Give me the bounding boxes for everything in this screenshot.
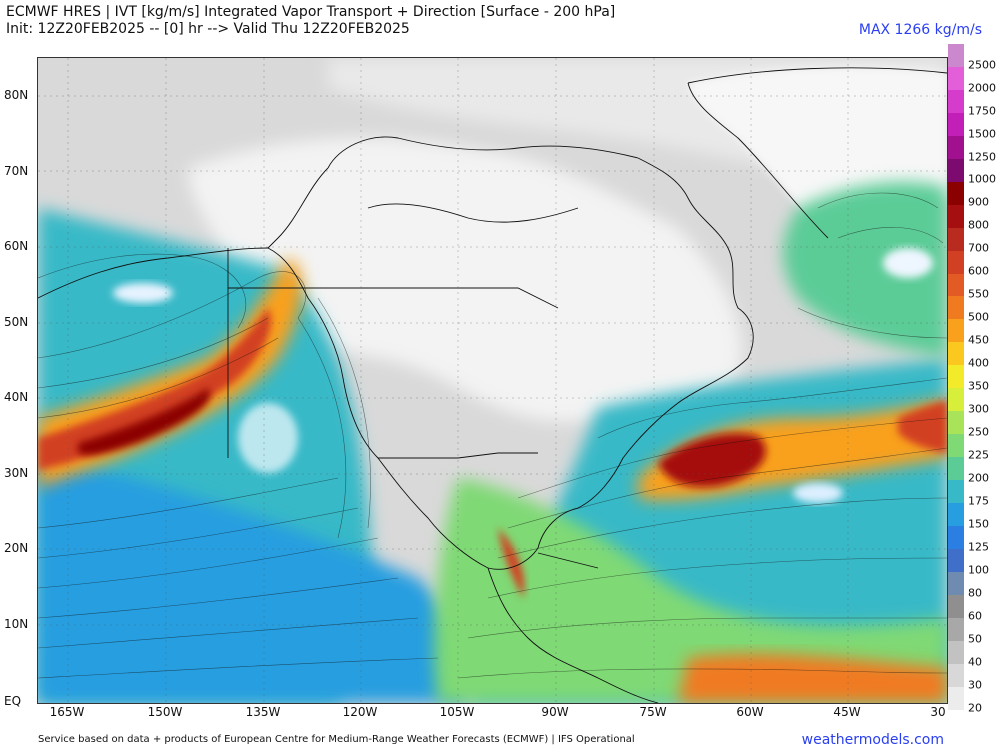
lon-label-60w: 60W [736,705,764,719]
colorbar-swatch [948,365,964,389]
colorbar-swatch [948,686,964,710]
colorbar-swatch [948,89,964,113]
colorbar-label: 300 [968,402,989,416]
lon-label-30: 30 [930,705,946,719]
dry-continent-region [188,137,742,422]
colorbar-label: 1000 [968,172,996,186]
lat-label-80n: 80N [4,88,29,102]
ivt-map-svg [38,58,947,703]
colorbar-swatch [948,388,964,412]
colorbar-label: 2000 [968,81,996,95]
colorbar-label: 550 [968,287,989,301]
lon-label-105w: 105W [439,705,475,719]
lat-label-70n: 70N [4,164,29,178]
colorbar-label: 30 [968,678,982,692]
lon-label-165w: 165W [49,705,85,719]
colorbar-label: 125 [968,540,989,554]
colorbar-swatch [948,503,964,527]
lat-label-50n: 50N [4,315,29,329]
title-line-1: ECMWF HRES | IVT [kg/m/s] Integrated Vap… [6,4,616,20]
colorbar-swatch [948,158,964,182]
colorbar-swatch [948,640,964,664]
colorbar-label: 1750 [968,104,996,118]
colorbar-label: 200 [968,471,989,485]
lon-label-75w: 75W [639,705,667,719]
colorbar-label: 800 [968,218,989,232]
colorbar-label: 350 [968,379,989,393]
lat-label-eq: EQ [4,694,22,708]
map-title: ECMWF HRES | IVT [kg/m/s] Integrated Vap… [6,4,615,38]
colorbar-swatch [948,617,964,641]
colorbar-label: 225 [968,448,989,462]
lon-label-120w: 120W [342,705,378,719]
colorbar-swatch [948,342,964,366]
lon-label-150w: 150W [147,705,183,719]
colorbar-label: 600 [968,264,989,278]
colorbar-swatch [948,319,964,343]
colorbar-swatch [948,44,964,67]
colorbar-swatch [948,526,964,549]
colorbar-label: 50 [968,632,982,646]
lon-label-45w: 45W [833,705,861,719]
colorbar-label: 450 [968,333,989,347]
colorbar-label: 900 [968,195,989,209]
lat-label-10n: 10N [4,617,29,631]
colorbar-label: 80 [968,586,982,600]
colorbar-label: 2500 [968,58,996,72]
ivt-map [37,57,948,704]
colorbar-swatch [948,296,964,320]
lat-label-40n: 40N [4,390,29,404]
lat-label-30n: 30N [4,466,29,480]
streamlines [38,192,947,679]
colorbar-swatch [948,181,964,205]
colorbar-label: 700 [968,241,989,255]
coastlines [38,67,947,703]
title-line-2: Init: 12Z20FEB2025 -- [0] hr --> Valid T… [6,21,410,37]
colorbar-swatch [948,663,964,687]
colorbar-label: 175 [968,494,989,508]
colorbar-swatch [948,112,964,136]
graticule [38,58,947,703]
colorbar-swatch [948,66,964,90]
colorbar-label: 400 [968,356,989,370]
colorbar-swatch [948,273,964,297]
colorbar-swatch [948,250,964,274]
lon-label-90w: 90W [541,705,569,719]
colorbar-label: 500 [968,310,989,324]
colorbar-label: 40 [968,655,982,669]
colorbar-label: 250 [968,425,989,439]
colorbar-label: 20 [968,701,982,715]
colorbar-label: 150 [968,517,989,531]
colorbar-label: 100 [968,563,989,577]
colorbar-swatch [948,548,964,572]
colorbar-swatch [948,204,964,228]
colorbar-swatch [948,227,964,251]
colorbar-swatch [948,457,964,481]
colorbar [948,44,964,710]
colorbar-swatch [948,571,964,595]
colorbar-swatch [948,135,964,159]
colorbar-swatch [948,594,964,618]
colorbar-swatch [948,434,964,458]
lon-label-135w: 135W [245,705,281,719]
site-link[interactable]: weathermodels.com [801,732,944,748]
colorbar-label: 1500 [968,127,996,141]
colorbar-label: 60 [968,609,982,623]
max-value-label: MAX 1266 kg/m/s [858,22,982,38]
footer-credit: Service based on data + products of Euro… [38,734,635,745]
colorbar-label: 1250 [968,150,996,164]
lat-label-60n: 60N [4,239,29,253]
lat-label-20n: 20N [4,541,29,555]
colorbar-swatch [948,411,964,435]
colorbar-swatch [948,480,964,504]
